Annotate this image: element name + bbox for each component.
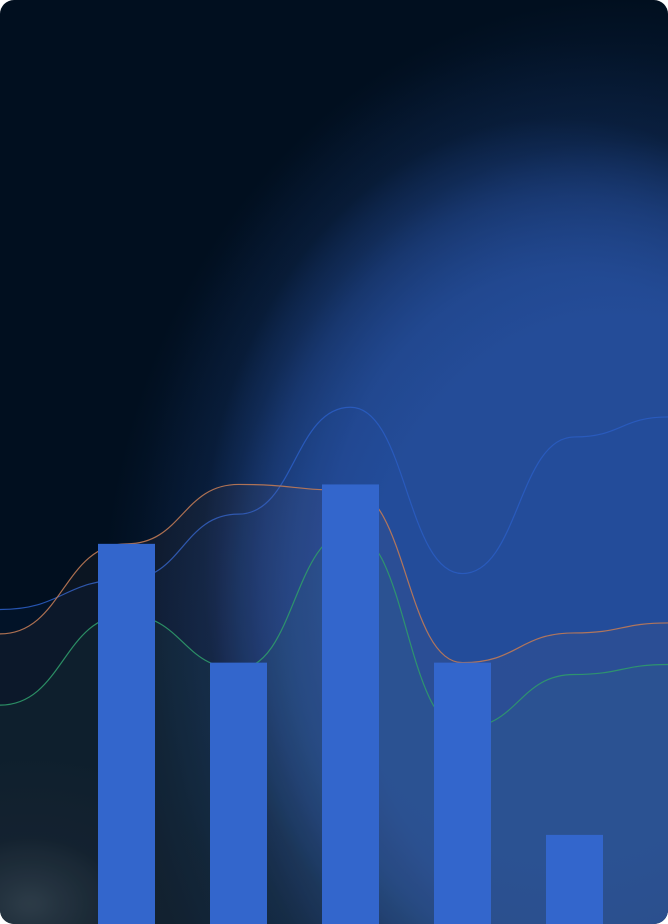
bar-2 bbox=[210, 662, 267, 924]
bar-4 bbox=[434, 662, 491, 924]
bar-3 bbox=[322, 484, 379, 924]
bar-5 bbox=[546, 834, 603, 924]
bar-1 bbox=[98, 543, 155, 924]
bars bbox=[98, 484, 603, 924]
